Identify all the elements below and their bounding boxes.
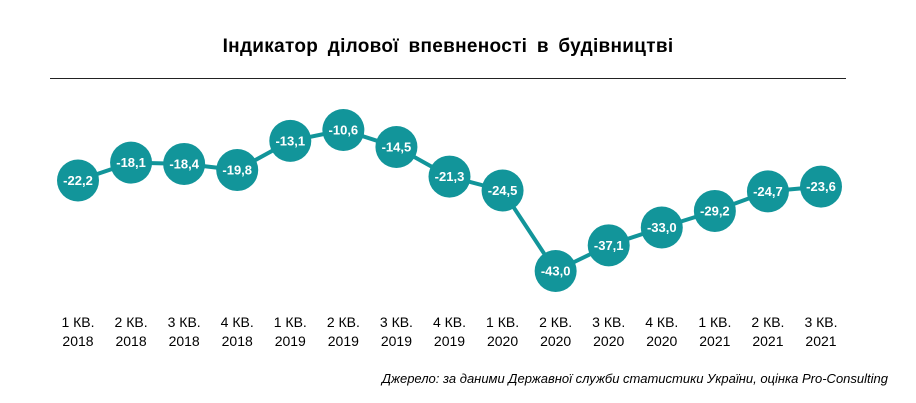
x-tick-label-year: 2018 [62, 333, 93, 349]
data-point-marker [428, 155, 471, 198]
data-label: -24,5 [488, 183, 518, 198]
data-point: -18,1 [110, 141, 153, 184]
data-point-marker [693, 189, 736, 232]
data-label: -21,3 [435, 169, 465, 184]
data-label: -18,4 [169, 156, 199, 171]
data-label: -10,6 [329, 123, 359, 138]
data-point: -24,5 [481, 169, 524, 212]
data-point: -37,1 [587, 224, 630, 267]
data-point: -14,5 [375, 125, 418, 168]
data-point: -24,7 [746, 170, 789, 213]
data-point: -33,0 [640, 206, 683, 249]
data-point-marker [640, 206, 683, 249]
x-tick-label-year: 2020 [646, 333, 677, 349]
x-tick-label-year: 2018 [169, 333, 200, 349]
x-tick-label-year: 2018 [222, 333, 253, 349]
data-point-marker [587, 224, 630, 267]
data-point: -18,4 [163, 142, 206, 185]
x-tick-label-year: 2020 [593, 333, 624, 349]
data-label: -37,1 [594, 238, 624, 253]
data-point: -19,8 [216, 149, 259, 192]
data-point: -10,6 [322, 109, 365, 151]
data-point-marker [746, 170, 789, 213]
x-tick-label-quarter: 1 КВ. [486, 314, 519, 330]
x-tick-label-year: 2021 [805, 333, 836, 349]
source-note: Джерело: за даними Державної служби стат… [381, 371, 888, 386]
x-tick-label-year: 2019 [434, 333, 465, 349]
x-tick-label-year: 2021 [752, 333, 783, 349]
x-tick-label-year: 2020 [540, 333, 571, 349]
data-point-marker [800, 165, 842, 208]
data-point: -21,3 [428, 155, 471, 198]
x-tick-label-quarter: 2 КВ. [751, 314, 784, 330]
data-point-marker [216, 149, 259, 192]
x-tick-label-quarter: 1 КВ. [61, 314, 94, 330]
data-label: -19,8 [222, 163, 252, 178]
data-label: -22,2 [63, 173, 93, 188]
title-divider [50, 78, 846, 79]
x-tick-label-quarter: 3 КВ. [380, 314, 413, 330]
x-tick-label-quarter: 4 КВ. [645, 314, 678, 330]
data-label: -29,2 [700, 203, 730, 218]
data-point: -22,2 [57, 159, 99, 202]
data-point-marker [110, 141, 153, 184]
x-tick-label-quarter: 2 КВ. [539, 314, 572, 330]
x-tick-label-year: 2019 [381, 333, 412, 349]
data-point-marker [322, 109, 365, 151]
x-tick-label-quarter: 4 КВ. [433, 314, 466, 330]
data-point-marker [57, 159, 99, 202]
data-point: -13,1 [269, 119, 312, 162]
x-axis-labels: 1 КВ. 2018 2 КВ. 2018 3 КВ. 2018 4 КВ. 2018 1 КВ… [61, 314, 837, 349]
data-point-marker [481, 169, 524, 212]
x-tick-label-quarter: 4 КВ. [221, 314, 254, 330]
x-tick-label-year: 2021 [699, 333, 730, 349]
data-point: -23,6 [800, 165, 842, 208]
data-label: -13,1 [275, 133, 305, 148]
data-point: -29,2 [693, 189, 736, 232]
data-point-marker [163, 142, 206, 185]
data-point-layer: -22,2 -18,1 -18,4 -19,8 -13,1 -10,6 -14,5 -21,3… [57, 109, 842, 292]
x-tick-label-year: 2020 [487, 333, 518, 349]
data-point-marker [534, 250, 577, 292]
x-tick-label-year: 2018 [115, 333, 146, 349]
x-tick-label-quarter: 3 КВ. [804, 314, 837, 330]
x-tick-label-quarter: 3 КВ. [592, 314, 625, 330]
data-point-marker [269, 119, 312, 162]
data-label: -18,1 [116, 155, 146, 170]
data-label: -14,5 [382, 139, 412, 154]
x-tick-label-year: 2019 [328, 333, 359, 349]
data-label: -43,0 [541, 264, 571, 279]
x-tick-label-quarter: 2 КВ. [327, 314, 360, 330]
data-label: -33,0 [647, 220, 677, 235]
x-tick-label-quarter: 1 КВ. [274, 314, 307, 330]
data-point-marker [375, 125, 418, 168]
data-label: -23,6 [806, 179, 836, 194]
x-tick-label-year: 2019 [275, 333, 306, 349]
x-tick-label-quarter: 2 КВ. [115, 314, 148, 330]
chart-title: Індикатор ділової впевненості в будівниц… [222, 36, 674, 57]
data-point: -43,0 [534, 250, 577, 292]
x-tick-label-quarter: 3 КВ. [168, 314, 201, 330]
x-tick-label-quarter: 1 КВ. [698, 314, 731, 330]
data-label: -24,7 [753, 184, 783, 199]
